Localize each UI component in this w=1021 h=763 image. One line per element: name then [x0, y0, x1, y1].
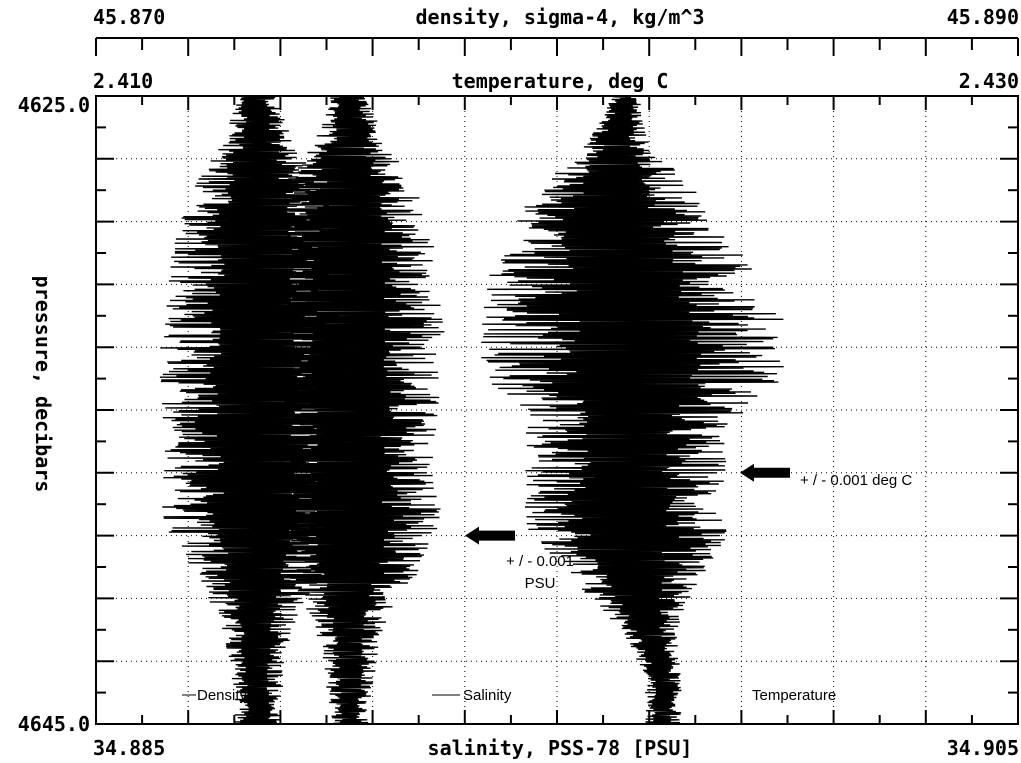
salinity-precision-arrow-left: [318, 526, 368, 545]
bottom-salinity-axis-title: salinity, PSS-78 [PSU]: [428, 736, 693, 760]
salinity-precision-arrow-right: [465, 526, 515, 545]
series-trace: [481, 95, 784, 725]
top-temperature-min-label: 2.410: [93, 69, 153, 93]
top-density-max-label: 45.890: [947, 5, 1019, 29]
series-trace: [159, 95, 356, 725]
axis-ticks: [95, 37, 1019, 725]
pressure-top-label: 4625.0: [18, 93, 90, 117]
top-temperature-max-label: 2.430: [959, 69, 1019, 93]
salinity-precision-line1: + / - 0.001: [506, 553, 574, 570]
temperature-precision-label: + / - 0.001 deg C: [800, 472, 912, 489]
series-layer: [159, 95, 784, 725]
top-density-axis-title: density, sigma-4, kg/m^3: [416, 5, 705, 29]
top-temperature-axis-title: temperature, deg C: [452, 69, 669, 93]
series-temperature: [481, 95, 784, 725]
annotations: + / - 0.001 PSU + / - 0.001 deg C: [318, 463, 912, 592]
plot-frame: [95, 95, 1019, 725]
density-series-label: Density: [197, 687, 248, 704]
temperature-precision-arrow-right: [740, 463, 790, 482]
salinity-precision-line2: PSU: [525, 575, 556, 592]
series-salinity: [159, 95, 356, 725]
top-density-min-label: 45.870: [93, 5, 165, 29]
bottom-salinity-max-label: 34.905: [947, 736, 1019, 760]
pressure-axis-title: pressure, decibars: [31, 276, 55, 493]
salinity-series-label: Salinity: [463, 687, 512, 704]
series-trace: [254, 95, 445, 725]
temperature-precision-arrow-left: [595, 463, 645, 482]
temperature-series-label: Temperature: [752, 687, 836, 704]
series-labels: Density Salinity Temperature: [182, 687, 836, 704]
bottom-salinity-min-label: 34.885: [93, 736, 165, 760]
series-density: [254, 95, 445, 725]
pressure-bottom-label: 4645.0: [18, 712, 90, 736]
